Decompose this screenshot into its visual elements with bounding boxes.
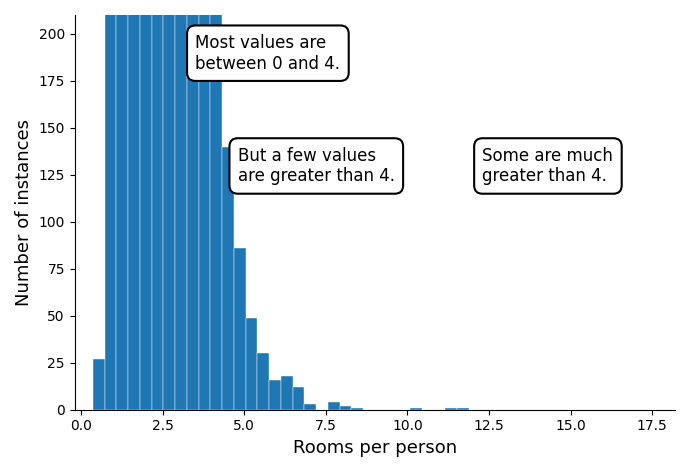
Bar (175, 0, 187, 410)
Bar (457, 408, 469, 410)
Bar (152, 0, 164, 410)
Bar (128, 0, 140, 410)
X-axis label: Rooms per person: Rooms per person (293, 439, 457, 457)
Text: But a few values
are greater than 4.: But a few values are greater than 4. (238, 147, 395, 185)
Bar (210, 0, 222, 410)
Bar (222, 147, 234, 410)
Bar (328, 402, 339, 410)
Bar (304, 404, 316, 410)
Bar (445, 408, 457, 410)
Bar (93, 359, 105, 410)
Bar (234, 248, 246, 410)
Bar (257, 354, 269, 410)
Bar (105, 0, 117, 410)
Bar (117, 0, 128, 410)
Text: Some are much
greater than 4.: Some are much greater than 4. (482, 147, 613, 185)
Bar (199, 0, 210, 410)
Bar (246, 318, 257, 410)
Bar (164, 0, 175, 410)
Bar (281, 376, 293, 410)
Text: Most values are
between 0 and 4.: Most values are between 0 and 4. (195, 34, 340, 73)
Bar (410, 408, 422, 410)
Bar (293, 387, 304, 410)
Bar (269, 379, 281, 410)
Bar (339, 406, 351, 410)
Y-axis label: Number of instances: Number of instances (15, 119, 33, 306)
Bar (351, 408, 363, 410)
Bar (140, 0, 152, 410)
Bar (187, 0, 199, 410)
